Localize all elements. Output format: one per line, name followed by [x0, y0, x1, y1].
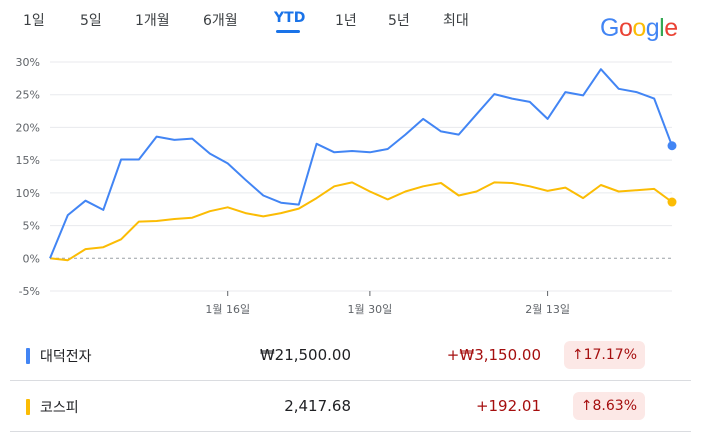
logo-letter: o [632, 14, 646, 42]
stock-name: 대덕전자 [40, 349, 92, 365]
series-end-point [667, 141, 677, 151]
logo-letter: l [659, 14, 665, 42]
tab-1m[interactable]: 1개월 [135, 13, 170, 29]
series-end-point [667, 197, 677, 207]
tab-5d[interactable]: 5일 [80, 13, 102, 29]
y-tick-label: -5% [19, 285, 40, 298]
logo-letter: G [600, 14, 619, 42]
y-tick-label: 25% [16, 89, 40, 102]
tab-max[interactable]: 최대 [443, 13, 469, 29]
series-color-indicator [26, 399, 30, 415]
y-tick-label: 15% [16, 154, 40, 167]
series-color-indicator [26, 348, 30, 364]
range-tabs: 1일 5일 1개월 6개월 YTD 1년 5년 최대 Google [0, 0, 701, 44]
y-tick-label: 20% [16, 121, 40, 134]
percent-change: 17.17% [583, 347, 637, 363]
row-divider [10, 431, 691, 432]
active-tab-indicator [276, 30, 300, 33]
tab-5y[interactable]: 5년 [388, 13, 410, 29]
stock-row-1[interactable]: 대덕전자 ₩21,500.00 +₩3,150.00 ↑17.17% [10, 332, 691, 378]
series-line [49, 181, 673, 262]
percent-change: 8.63% [592, 398, 637, 414]
y-tick-label: 5% [23, 220, 40, 233]
stock-name: 코스피 [40, 400, 79, 416]
y-tick-label: 10% [16, 187, 40, 200]
up-arrow-icon: ↑ [580, 398, 593, 414]
tab-1y[interactable]: 1년 [335, 13, 357, 29]
x-tick-label: 1월 16일 [205, 302, 250, 316]
x-tick-label: 2월 13일 [525, 302, 570, 316]
logo-letter: g [645, 14, 660, 42]
row-divider [10, 380, 691, 381]
series-line [49, 68, 673, 259]
stock-change: +₩3,150.00 [446, 346, 541, 364]
stock-change: +192.01 [475, 397, 541, 415]
stock-price: ₩21,500.00 [259, 346, 351, 364]
tab-1d[interactable]: 1일 [23, 13, 45, 29]
up-arrow-icon: ↑ [571, 347, 584, 363]
y-tick-label: 30% [16, 56, 40, 69]
percent-change-badge: ↑8.63% [572, 392, 645, 420]
tab-6m[interactable]: 6개월 [203, 13, 238, 29]
logo-letter: e [664, 14, 678, 42]
percent-change-badge: ↑17.17% [563, 341, 645, 369]
stock-price: 2,417.68 [284, 397, 351, 415]
stock-row-2[interactable]: 코스피 2,417.68 +192.01 ↑8.63% [10, 383, 691, 429]
stock-chart: 30% 25% 20% 15% 10% 5% 0% -5% 1월 16일 1월 30일 2월 13일 [16, 56, 677, 316]
google-logo: Google [600, 14, 678, 43]
tab-ytd[interactable]: YTD [274, 10, 306, 26]
logo-letter: o [618, 14, 633, 42]
x-tick-label: 1월 30일 [348, 302, 393, 316]
y-tick-label: 0% [23, 252, 40, 265]
